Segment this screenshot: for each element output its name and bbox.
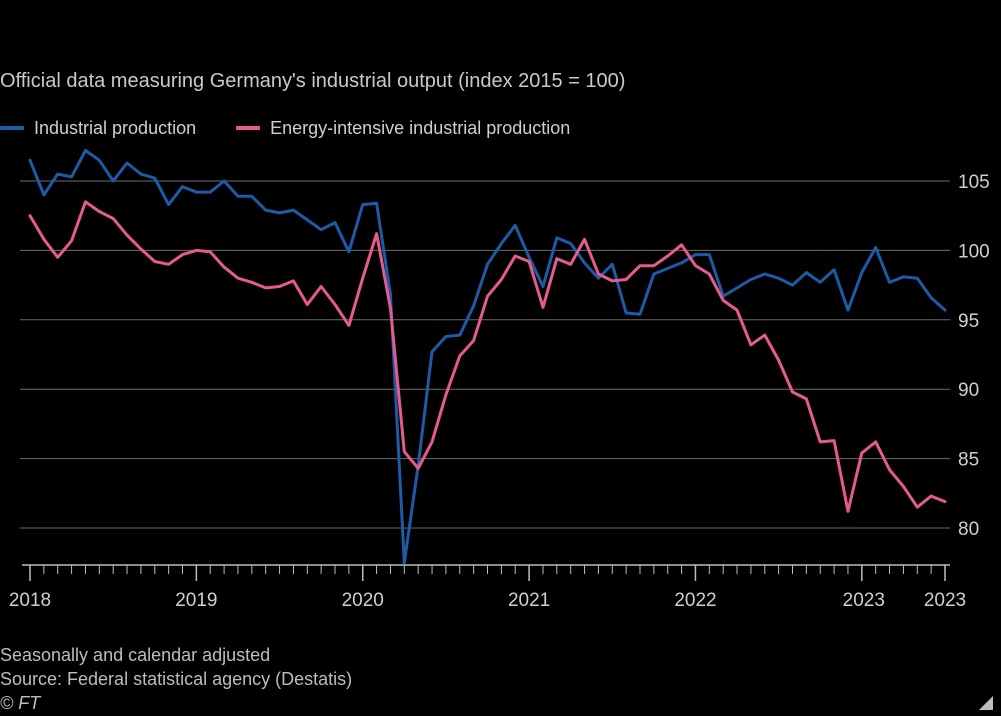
chart-footer: Seasonally and calendar adjusted Source:… (0, 643, 352, 715)
legend-swatch-industrial (0, 126, 24, 130)
chart-subtitle: Official data measuring Germany's indust… (0, 70, 626, 92)
footer-source: Source: Federal statistical agency (Dest… (0, 669, 353, 689)
x-tick-label-2: 2020 (342, 590, 384, 611)
legend-item-industrial: Industrial production (0, 118, 196, 139)
legend-label-energy-intensive: Energy-intensive industrial production (270, 117, 571, 138)
x-tick-label-3: 2021 (508, 590, 550, 611)
x-tick-label-0: 2018 (9, 590, 51, 611)
legend-swatch-energy-intensive (236, 126, 261, 130)
legend-item-energy-intensive: Energy-intensive industrial production (236, 118, 570, 139)
x-tick-label-5: 2023 (843, 590, 885, 611)
x-tick-label-4: 2022 (674, 590, 716, 611)
footer-note: Seasonally and calendar adjusted (0, 645, 271, 665)
x-tick-label-1: 2019 (175, 590, 217, 611)
legend-label-industrial: Industrial production (34, 117, 197, 138)
series-line-industrial-production (28, 149, 947, 565)
y-tick-label-95: 95 (958, 311, 979, 332)
y-tick-label-105: 105 (958, 172, 990, 193)
series-line-energy-intensive-production (28, 200, 947, 513)
corner-resize-icon (979, 696, 993, 710)
y-tick-label-80: 80 (958, 519, 979, 540)
y-tick-label-85: 85 (958, 450, 979, 471)
y-tick-label-90: 90 (958, 380, 979, 401)
y-tick-label-100: 100 (958, 241, 990, 262)
chart-legend: Industrial production Energy-intensive i… (0, 116, 610, 140)
footer-copyright: © FT (0, 693, 41, 713)
x-tick-label-6: 2023 (924, 590, 966, 611)
